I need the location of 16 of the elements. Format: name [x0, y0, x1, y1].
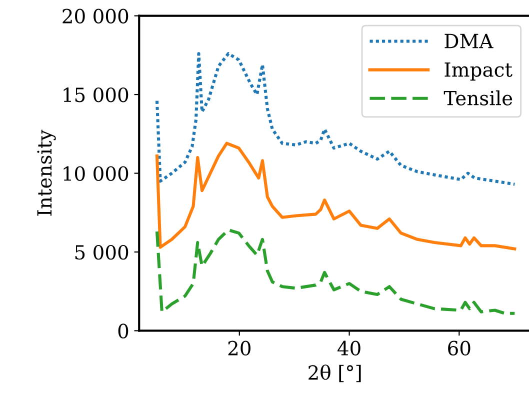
y-tick-label: 0: [118, 324, 128, 338]
y-tick-label: 15 000: [64, 87, 128, 102]
legend-label: Impact: [444, 62, 512, 81]
line-series: [155, 52, 516, 186]
y-tick-label: 5 000: [75, 244, 128, 260]
x-tick-label: 20: [228, 340, 250, 356]
x-tick-label: 60: [448, 340, 470, 356]
y-axis-title: Intensity: [37, 130, 56, 216]
line-series: [155, 228, 516, 315]
legend-label: Tensile: [444, 90, 512, 106]
y-tick-label: 10 000: [64, 166, 128, 181]
legend-label: DMA: [444, 34, 494, 48]
x-axis-title: 2θ [°]: [308, 364, 361, 382]
line-series: [155, 142, 516, 250]
y-tick-label: 20 000: [62, 8, 128, 24]
x-tick-label: 40: [338, 340, 360, 356]
